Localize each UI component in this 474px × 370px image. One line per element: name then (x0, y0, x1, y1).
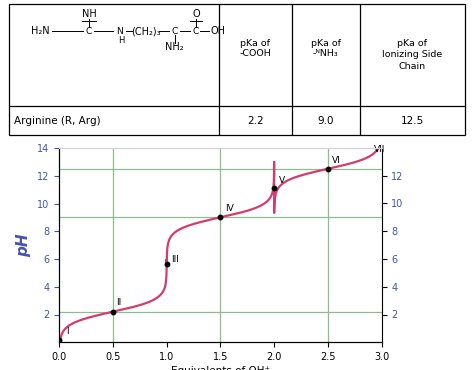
Y-axis label: pH: pH (17, 233, 32, 257)
Text: 9.0: 9.0 (318, 115, 334, 125)
Text: C: C (86, 27, 92, 36)
Text: pKa of
-ᴺNH₃: pKa of -ᴺNH₃ (311, 38, 341, 58)
Text: NH₂: NH₂ (165, 43, 184, 53)
Text: C: C (193, 27, 199, 36)
Text: pKa of
Ionizing Side
Chain: pKa of Ionizing Side Chain (382, 38, 442, 71)
Text: VI: VI (332, 157, 341, 165)
Text: OH: OH (210, 26, 225, 36)
Text: Arginine (R, Arg): Arginine (R, Arg) (14, 115, 100, 125)
Text: 2.2: 2.2 (247, 115, 264, 125)
Text: (CH₂)₃: (CH₂)₃ (131, 26, 161, 36)
Text: VII: VII (374, 145, 385, 154)
X-axis label: Equivalents of OH⁺: Equivalents of OH⁺ (171, 366, 270, 370)
Text: NH: NH (82, 9, 96, 19)
Text: IV: IV (225, 204, 234, 212)
Text: III: III (171, 255, 179, 264)
Text: O: O (192, 9, 200, 19)
Text: 12.5: 12.5 (401, 115, 424, 125)
Text: H: H (118, 36, 125, 46)
Text: H₂N: H₂N (31, 26, 49, 36)
Text: C: C (172, 27, 178, 36)
Text: I: I (66, 327, 68, 336)
Text: N: N (116, 27, 123, 36)
Text: V: V (278, 176, 284, 185)
Text: II: II (116, 298, 121, 307)
Text: pKa of
-COOH: pKa of -COOH (239, 38, 271, 58)
